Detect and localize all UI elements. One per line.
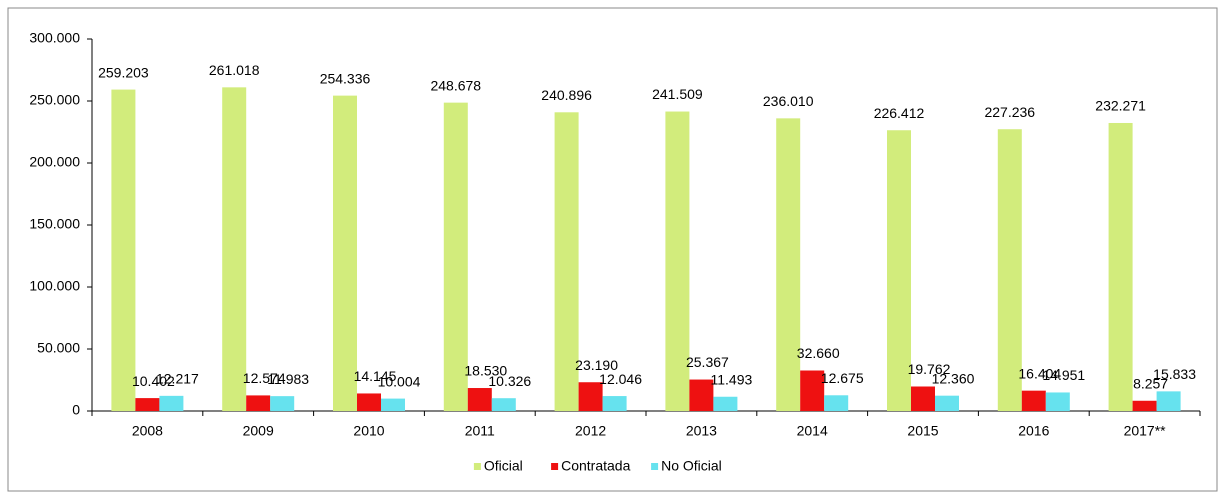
data-label: 12.217 [156,371,199,387]
x-tick-label: 2009 [243,423,274,439]
bar [135,398,160,411]
bar [578,382,603,411]
bar [665,111,690,411]
legend-swatch [473,463,481,470]
x-tick-label: 2017** [1124,423,1167,439]
chart-border [7,7,1218,492]
y-tick-label: 0 [72,402,80,418]
bar [602,396,627,411]
bar [689,379,714,411]
bar [997,129,1022,411]
data-label: 261.018 [209,62,260,78]
bar [246,395,271,411]
legend-label: Contratada [561,458,630,474]
data-label: 16.404 [1018,365,1061,381]
data-label: 12.675 [821,370,864,386]
data-label: 8.257 [1133,375,1168,391]
legend-label: Oficial [484,458,523,474]
y-tick-label: 150.000 [29,216,80,232]
data-label: 23.190 [575,357,618,373]
data-label: 14.145 [354,368,397,384]
bar [443,102,468,411]
bar [800,370,825,411]
x-tick-label: 2008 [132,423,163,439]
bar [554,112,579,411]
data-label: 232.271 [1095,98,1146,114]
x-tick-label: 2016 [1018,423,1049,439]
data-label: 32.660 [797,345,840,361]
bar [911,386,935,411]
bar [381,398,405,411]
bar [713,396,738,411]
bar [111,89,136,411]
legend-swatch [551,463,559,470]
data-label: 25.367 [686,354,729,370]
data-label: 12.360 [932,370,975,386]
legend-swatch [651,463,659,470]
data-label: 248.678 [430,77,481,93]
data-label: 241.509 [652,86,703,102]
y-tick-label: 100.000 [29,278,80,294]
data-label: 226.412 [874,105,925,121]
bar [159,395,184,411]
data-label: 11.493 [711,371,753,387]
y-tick-label: 50.000 [37,340,80,356]
bar [935,395,959,411]
bar [491,398,516,411]
legend-label: No Oficial [661,458,722,474]
data-label: 259.203 [98,64,149,80]
bar [270,396,295,411]
bar [1021,390,1046,411]
y-tick-label: 200.000 [29,154,80,170]
data-label: 240.896 [541,87,592,103]
bar [824,395,849,411]
bar [776,118,801,412]
data-label: 19.762 [908,361,951,377]
bar [222,87,247,411]
x-tick-label: 2013 [686,423,717,439]
data-label: 10.004 [378,373,421,389]
data-label: 12.574 [243,370,286,386]
bar [1108,122,1133,412]
data-label: 236.010 [763,93,814,109]
data-label: 227.236 [984,104,1035,120]
bar [333,95,357,412]
data-label: 254.336 [320,70,371,86]
data-label: 14.951 [1042,367,1085,383]
data-label: 15.833 [1153,366,1196,382]
bar [1045,392,1070,411]
x-tick-label: 2015 [907,423,938,439]
bar [1132,400,1157,411]
x-tick-label: 2014 [797,423,828,439]
data-label: 10.402 [132,373,175,389]
x-tick-label: 2010 [353,423,384,439]
data-label: 10.326 [488,373,531,389]
y-tick-label: 250.000 [29,92,80,108]
data-label: 12.046 [599,371,642,387]
bar [357,393,381,411]
y-tick-label: 300.000 [29,30,80,46]
bar [467,388,492,411]
data-label: 18.530 [464,363,507,379]
bar [887,130,911,411]
x-tick-label: 2011 [465,423,495,439]
x-tick-label: 2012 [575,423,606,439]
bar [1156,391,1181,411]
data-label: 11.983 [267,371,309,387]
